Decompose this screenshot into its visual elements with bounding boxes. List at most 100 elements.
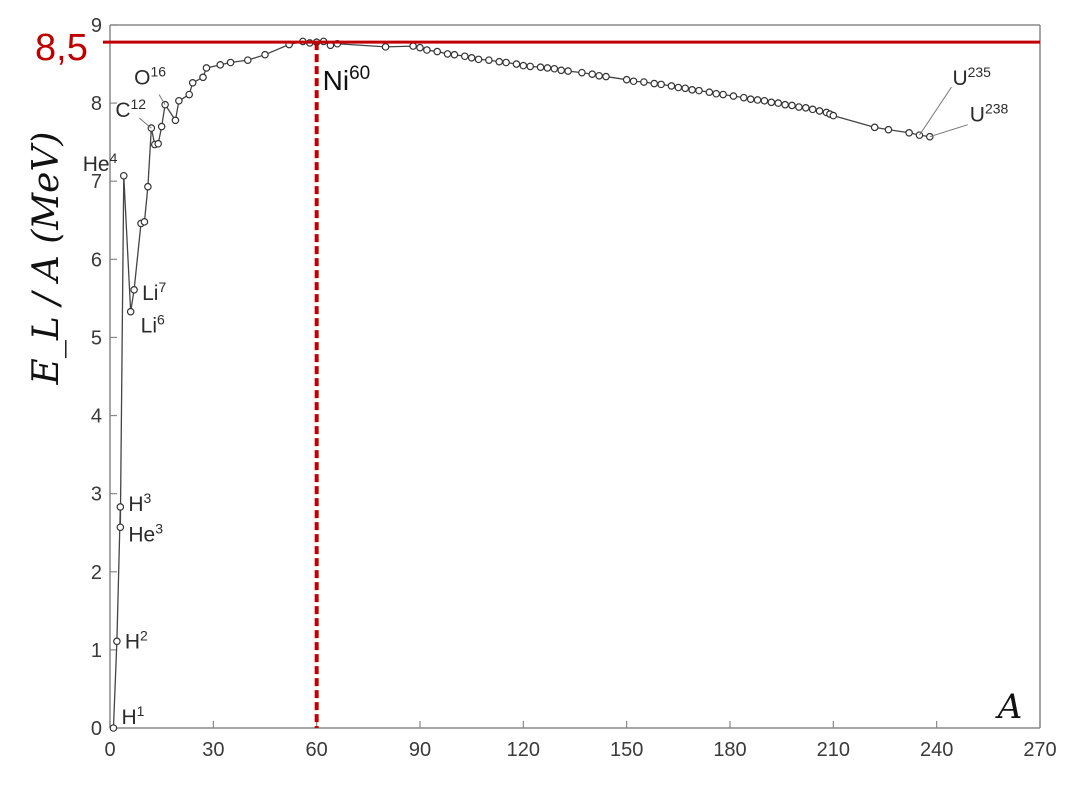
nuclide-mass-number: 12 bbox=[131, 96, 147, 112]
data-point bbox=[808, 105, 817, 114]
data-point bbox=[588, 70, 597, 79]
data-point bbox=[261, 50, 269, 59]
nuclide-mass-number: 1 bbox=[137, 703, 145, 719]
data-point bbox=[788, 101, 796, 110]
data-point bbox=[109, 724, 118, 732]
nuclide-symbol: H bbox=[121, 706, 136, 729]
nickel-symbol: Ni bbox=[323, 65, 349, 96]
y-tick-label: 2 bbox=[91, 562, 102, 584]
data-point bbox=[161, 100, 169, 109]
y-tick-label: 3 bbox=[91, 484, 102, 506]
y-tick-label: 0 bbox=[91, 718, 102, 740]
nuclide-label: Li6 bbox=[141, 312, 165, 338]
data-point bbox=[409, 42, 417, 50]
data-point bbox=[795, 103, 803, 111]
data-point bbox=[739, 93, 748, 102]
data-point bbox=[884, 125, 893, 134]
data-point bbox=[202, 64, 211, 72]
data-point bbox=[905, 128, 913, 137]
data-point bbox=[801, 103, 810, 112]
data-point bbox=[622, 75, 631, 84]
reference-layer: 8,5 Ni60 bbox=[35, 27, 1040, 728]
data-point bbox=[113, 637, 121, 646]
nuclide-symbol: Li bbox=[141, 315, 157, 338]
nuclide-label: O16 bbox=[134, 64, 166, 90]
x-ticks: 0 30 60 90 120 150 180 210 240 270 bbox=[104, 721, 1057, 761]
x-tick-label: 180 bbox=[713, 739, 746, 761]
data-point bbox=[674, 83, 683, 92]
nuclide-label: H3 bbox=[128, 490, 151, 516]
y-tick-label: 8 bbox=[91, 93, 102, 115]
nuclide-mass-number: 238 bbox=[985, 101, 1009, 117]
y-tick-label: 9 bbox=[91, 15, 102, 37]
nuclide-symbol: U bbox=[970, 104, 985, 127]
data-point bbox=[243, 56, 252, 64]
data-point bbox=[760, 96, 769, 105]
data-point bbox=[226, 58, 235, 67]
data-point bbox=[815, 107, 824, 115]
nuclide-symbol: C bbox=[115, 99, 130, 122]
data-point bbox=[578, 68, 586, 77]
data-point bbox=[550, 64, 559, 73]
data-point bbox=[116, 503, 125, 511]
data-point bbox=[695, 86, 703, 95]
y-ticks: 0 1 2 3 4 5 6 7 8 9 bbox=[91, 15, 117, 740]
data-point bbox=[781, 100, 789, 109]
annotation-leader bbox=[919, 86, 952, 136]
data-point bbox=[416, 43, 424, 52]
nickel-mass-number: 60 bbox=[349, 63, 370, 84]
nuclide-label: Li7 bbox=[142, 279, 166, 305]
data-point bbox=[774, 99, 783, 107]
nuclide-symbol: He bbox=[128, 523, 155, 546]
nuclide-label: H2 bbox=[125, 627, 148, 653]
nuclide-mass-number: 6 bbox=[157, 312, 165, 328]
x-axis-label: A bbox=[995, 687, 1023, 727]
nuclide-label: U238 bbox=[970, 101, 1009, 127]
data-point bbox=[157, 122, 166, 131]
data-point bbox=[688, 86, 696, 94]
data-point bbox=[119, 171, 128, 180]
nuclide-label: He4 bbox=[83, 150, 118, 176]
data-point bbox=[216, 61, 225, 69]
nuclide-symbol: Li bbox=[142, 282, 158, 305]
nuclide-mass-number: 4 bbox=[110, 150, 118, 166]
nuclide-mass-number: 7 bbox=[158, 279, 166, 295]
data-point bbox=[829, 111, 838, 120]
series-layer bbox=[109, 37, 934, 732]
data-point bbox=[450, 50, 459, 59]
series-line bbox=[112, 40, 930, 729]
y-tick-label: 6 bbox=[91, 249, 102, 271]
data-point bbox=[381, 43, 390, 51]
data-point bbox=[870, 123, 879, 132]
x-tick-label: 120 bbox=[507, 739, 540, 761]
y-tick-label: 5 bbox=[91, 327, 102, 349]
nuclide-mass-number: 3 bbox=[155, 520, 163, 536]
annotation-leader bbox=[139, 117, 152, 129]
data-point bbox=[746, 95, 755, 104]
data-point bbox=[650, 79, 659, 88]
data-point bbox=[467, 54, 476, 62]
nuclide-label: U235 bbox=[952, 64, 991, 90]
nuclide-mass-number: 16 bbox=[150, 64, 166, 80]
data-point bbox=[595, 71, 603, 80]
nuclide-symbol: H bbox=[125, 630, 140, 653]
data-point bbox=[154, 139, 163, 148]
y-axis-label: E_L / A (MeV) bbox=[26, 132, 67, 386]
nuclide-mass-number: 3 bbox=[144, 490, 152, 506]
y-tick-label: 1 bbox=[91, 640, 102, 662]
nuclide-label: He3 bbox=[128, 520, 163, 546]
data-point bbox=[767, 98, 776, 107]
data-point bbox=[719, 90, 727, 99]
x-tick-label: 60 bbox=[306, 739, 328, 761]
annotation-leader bbox=[158, 94, 166, 105]
nuclide-label: C12 bbox=[115, 96, 146, 122]
axes bbox=[109, 24, 1041, 729]
y-tick-label: 4 bbox=[91, 406, 102, 428]
data-point bbox=[526, 62, 535, 71]
nuclide-mass-number: 235 bbox=[968, 64, 992, 80]
data-point bbox=[485, 56, 493, 64]
nuclide-symbol: U bbox=[952, 67, 967, 90]
data-point bbox=[185, 90, 194, 99]
